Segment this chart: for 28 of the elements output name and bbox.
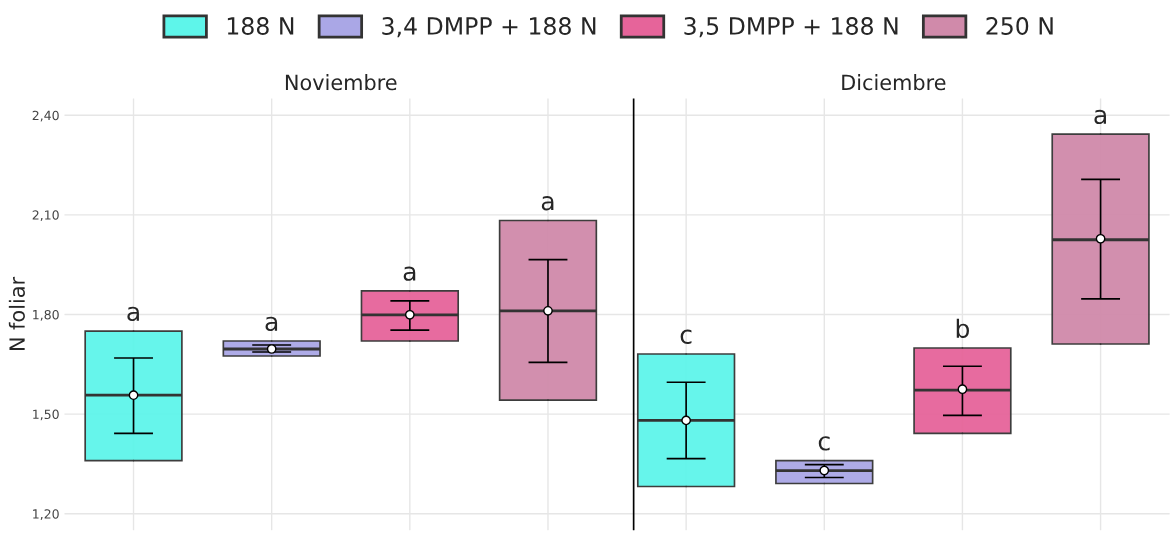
point <box>957 384 968 395</box>
point <box>681 415 691 426</box>
annotation: c <box>818 436 830 451</box>
y-tick-label: 2,10 <box>32 210 59 222</box>
point <box>404 309 415 320</box>
annotation: a <box>265 316 278 332</box>
y-tick-label: 1,20 <box>33 509 59 520</box>
annotation: c <box>680 329 692 344</box>
y-tick-label: 1,80 <box>33 309 59 321</box>
y-axis-title: N foliar <box>8 276 25 351</box>
text: Noviembre <box>285 74 397 91</box>
point <box>543 305 553 316</box>
point <box>819 465 830 476</box>
point <box>128 390 139 401</box>
annotation: b <box>956 318 969 338</box>
point <box>1095 233 1106 244</box>
text: Diciembre <box>842 74 946 91</box>
annotation: a <box>1094 109 1106 125</box>
legend-label: 250 N <box>986 17 1053 35</box>
legend-label: 3,5 DMPP + 188 N <box>684 17 898 38</box>
y-tick-label: 1,50 <box>33 409 59 421</box>
annotation: a <box>403 266 416 281</box>
point <box>266 344 277 354</box>
annotation: a <box>127 306 139 322</box>
legend-label: 188 N <box>227 17 294 35</box>
annotation: a <box>541 196 554 211</box>
legend-label: 3,4 DMPP + 188 N <box>382 17 596 38</box>
y-tick-label: 2,40 <box>32 110 59 122</box>
